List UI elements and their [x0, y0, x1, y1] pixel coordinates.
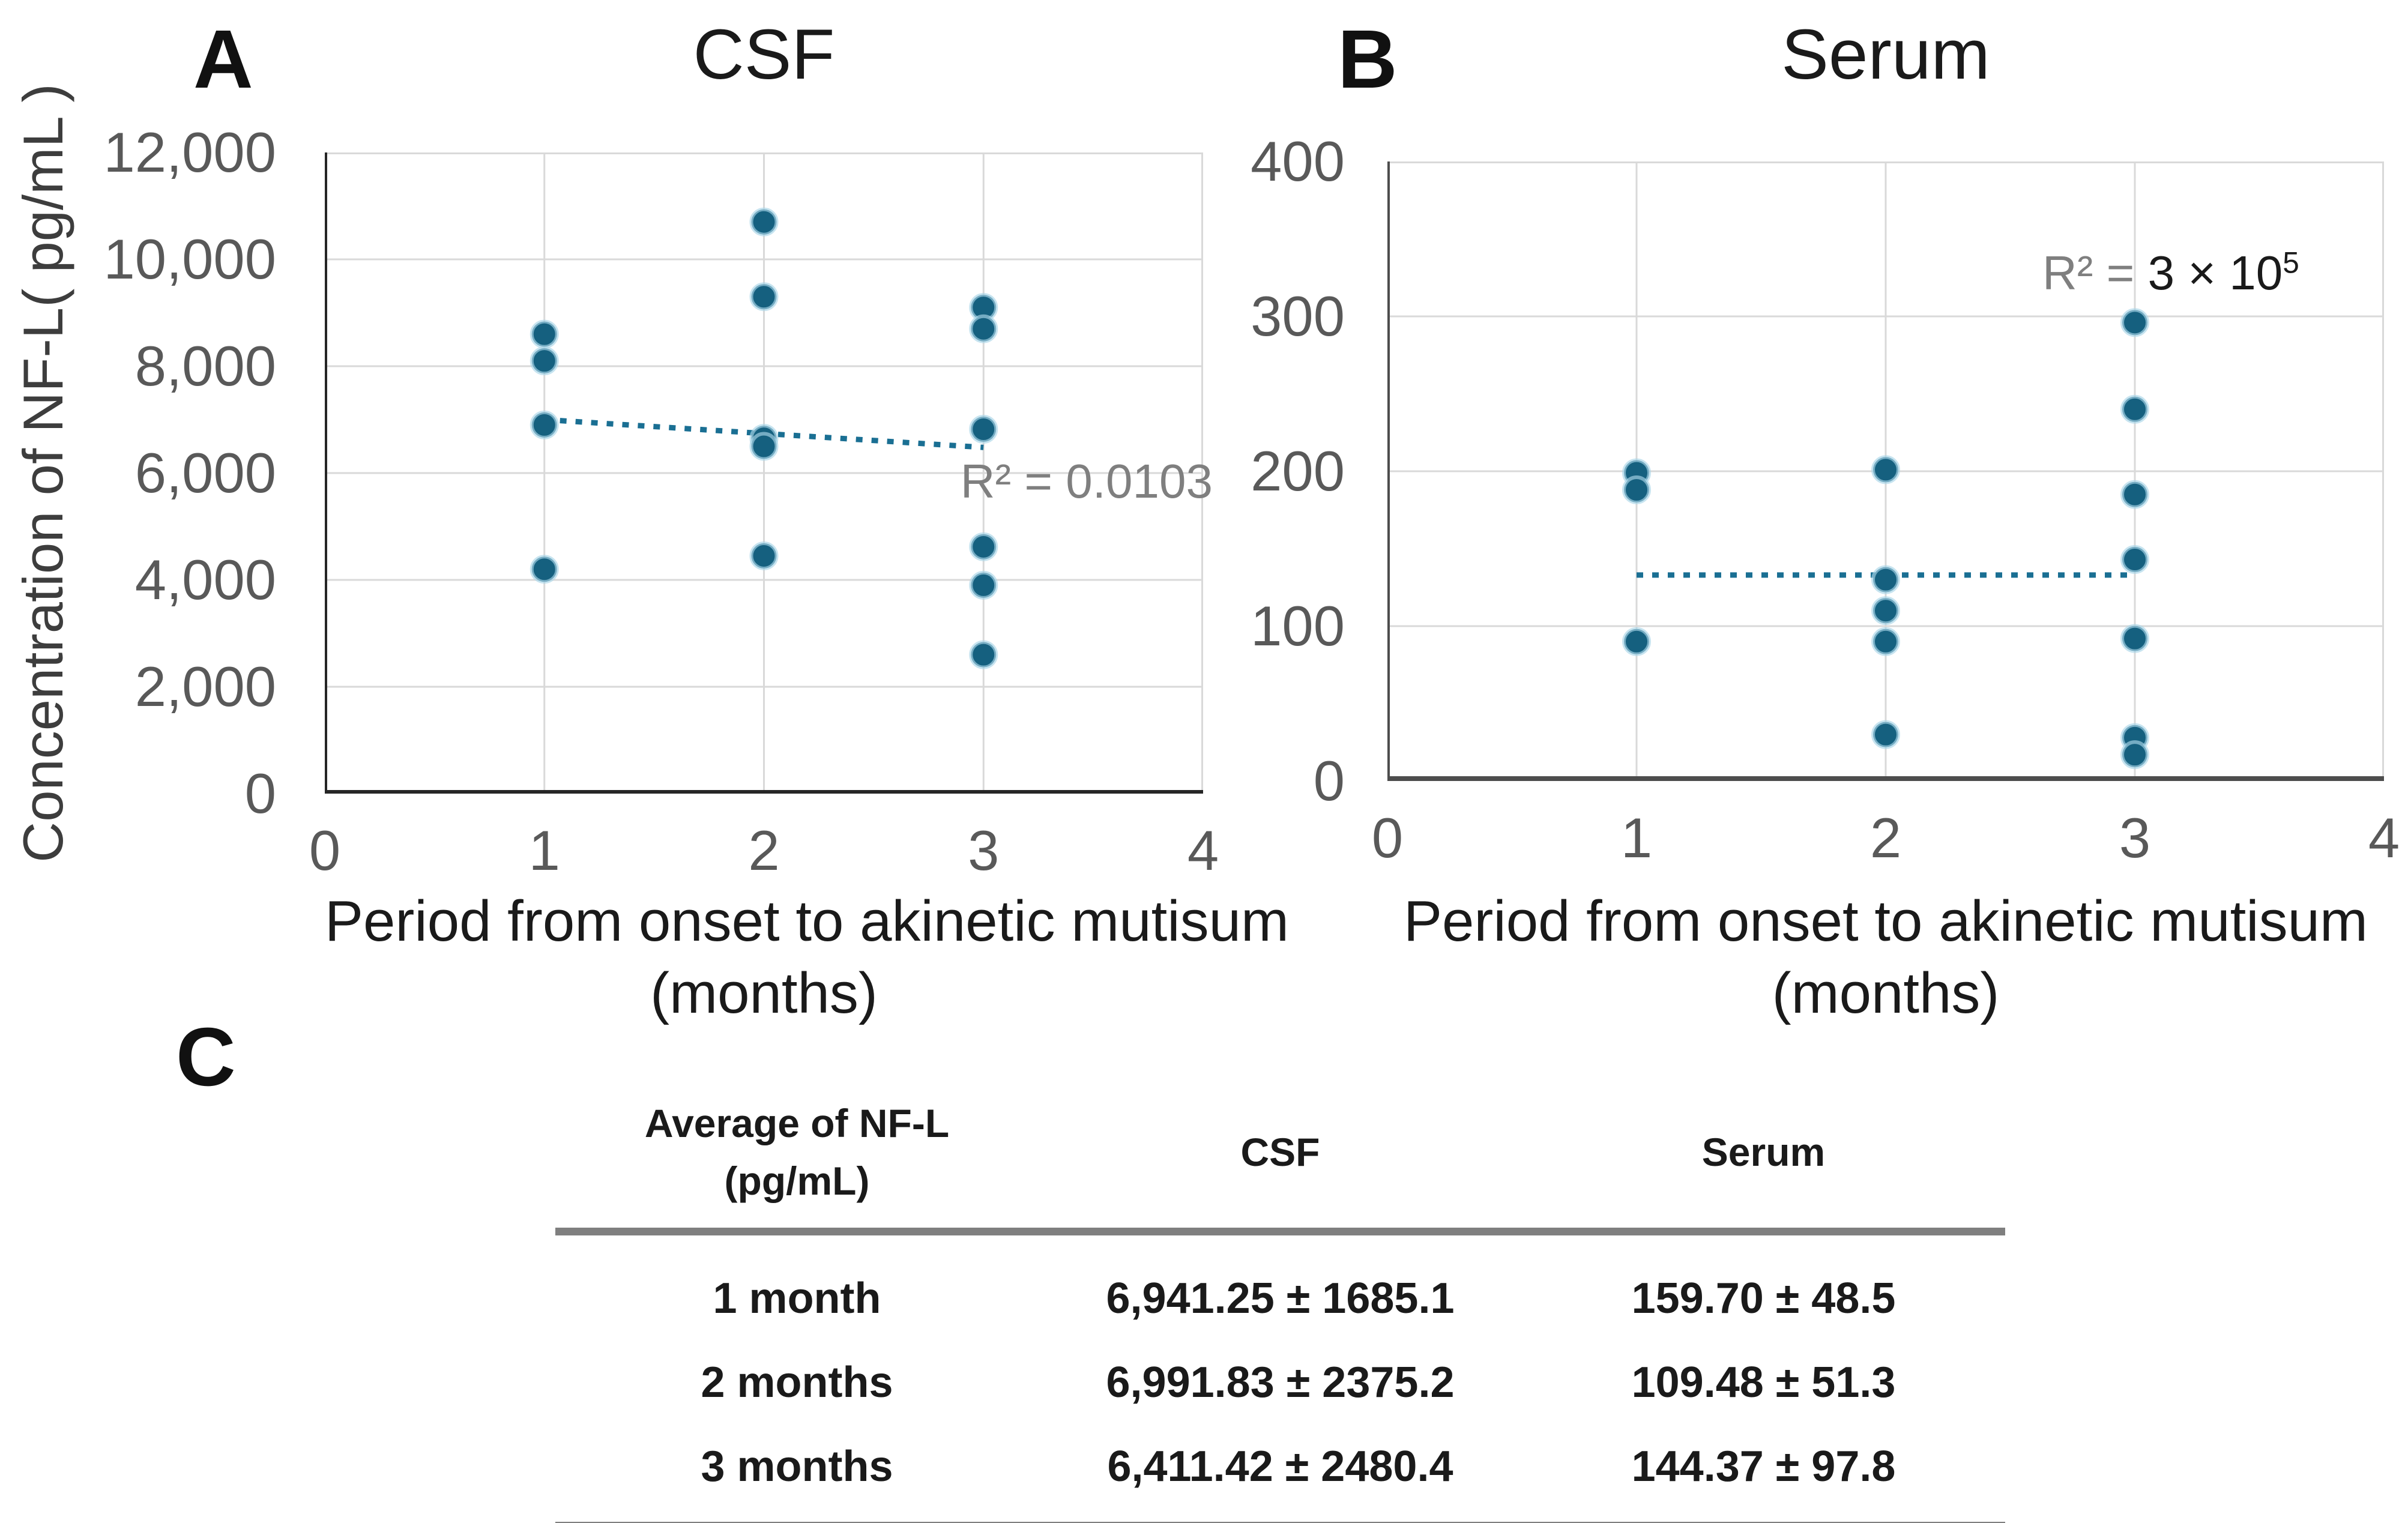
summary-table: Average of NF-L (pg/mL) CSF Serum 1 mont… [555, 1078, 2005, 1523]
data-point [969, 415, 998, 444]
r-squared-text: R² = [2042, 246, 2148, 300]
csf-value: 6,941.25 ± 1685.1 [1106, 1274, 1455, 1322]
row-label: 1 month [713, 1274, 881, 1322]
y-tick-label: 0 [1313, 749, 1345, 812]
x-axis-label-serum-line1: Period from onset to akinetic mutisum [1404, 889, 2368, 953]
data-point [1871, 720, 1900, 749]
y-tick-label: 4,000 [134, 548, 276, 611]
x-tick-label: 1 [528, 819, 560, 882]
r-squared-annotation-serum: R² = 3 × 105 [2042, 246, 2299, 300]
data-point [530, 410, 559, 439]
data-point [969, 314, 998, 343]
x-tick-label: 2 [1869, 806, 1902, 869]
x-tick-label: 4 [2368, 806, 2400, 869]
y-tick-label: 8,000 [134, 334, 276, 397]
panel-a-letter: A [193, 13, 253, 106]
row-label: 2 months [701, 1359, 893, 1407]
r-squared-annotation-csf: R² = 0.0103 [913, 457, 1213, 505]
data-point [1871, 627, 1900, 656]
y-tick-label: 200 [1251, 439, 1345, 502]
x-tick-label: 3 [968, 819, 1000, 882]
data-point [1622, 627, 1651, 656]
x-tick-label: 3 [2119, 806, 2151, 869]
x-tick-label: 1 [1620, 806, 1653, 869]
data-point [530, 555, 559, 584]
data-point [969, 532, 998, 561]
data-point [749, 541, 779, 570]
data-point [1871, 596, 1900, 626]
x-tick-label: 0 [309, 819, 341, 882]
data-point [1622, 475, 1651, 504]
y-tick-label: 10,000 [103, 228, 276, 291]
x-axis-label-csf-line2: (months) [650, 961, 878, 1025]
table-rule-top [555, 1228, 2005, 1235]
data-point [1871, 565, 1900, 594]
panel-b-letter: B [1338, 13, 1398, 106]
panel-c-letter: C [176, 1011, 236, 1103]
x-tick-label: 2 [748, 819, 780, 882]
serum-value: 159.70 ± 48.5 [1631, 1274, 1896, 1322]
table-row: 2 months 6,991.83 ± 2375.2 109.48 ± 51.3 [555, 1341, 2005, 1425]
data-point [749, 282, 779, 312]
row-label: 3 months [701, 1443, 893, 1491]
y-tick-label: 2,000 [134, 655, 276, 718]
csf-chart-title: CSF [693, 15, 835, 94]
data-point [530, 346, 559, 376]
x-axis-label-serum-line2: (months) [1772, 961, 2000, 1025]
data-point [2120, 545, 2149, 575]
scatter-plot-svg [1387, 161, 2384, 781]
serum-value: 109.48 ± 51.3 [1631, 1359, 1896, 1407]
r-squared-text: R² = 0.0103 [960, 454, 1213, 508]
data-point [969, 640, 998, 669]
x-tick-label: 0 [1371, 806, 1404, 869]
data-point [969, 570, 998, 600]
serum-chart-title: Serum [1781, 15, 1990, 94]
table-header-csf: CSF [1240, 1130, 1320, 1175]
y-tick-label: 100 [1251, 594, 1345, 657]
data-point [2120, 308, 2149, 337]
data-point [2120, 394, 2149, 424]
y-tick-label: 0 [244, 762, 276, 825]
x-tick-label: 4 [1187, 819, 1219, 882]
data-point [2120, 740, 2149, 770]
data-point [749, 207, 779, 237]
table-rule-bottom [555, 1522, 2005, 1523]
data-point [2120, 624, 2149, 653]
table-header-metric: Average of NF-L (pg/mL) [644, 1101, 950, 1203]
table-row: 1 month 6,941.25 ± 1685.1 159.70 ± 48.5 [555, 1256, 2005, 1341]
table-header-serum: Serum [1701, 1130, 1826, 1175]
data-point [2120, 480, 2149, 509]
serum-value: 144.37 ± 97.8 [1631, 1443, 1896, 1491]
csf-value: 6,991.83 ± 2375.2 [1106, 1359, 1455, 1407]
data-point [530, 319, 559, 349]
y-tick-label: 12,000 [103, 121, 276, 184]
csf-value: 6,411.42 ± 2480.4 [1107, 1443, 1453, 1491]
y-tick-label: 400 [1251, 130, 1345, 193]
table-row: 3 months 6,411.42 ± 2480.4 144.37 ± 97.8 [555, 1425, 2005, 1509]
x-axis-label-csf-line1: Period from onset to akinetic mutisum [325, 889, 1289, 953]
y-tick-label: 6,000 [134, 441, 276, 504]
data-point [1871, 455, 1900, 484]
table-header-row: Average of NF-L (pg/mL) CSF Serum [555, 1078, 2005, 1228]
scatter-plot-svg [325, 152, 1203, 794]
data-point [749, 432, 779, 461]
y-tick-label: 300 [1251, 285, 1345, 348]
